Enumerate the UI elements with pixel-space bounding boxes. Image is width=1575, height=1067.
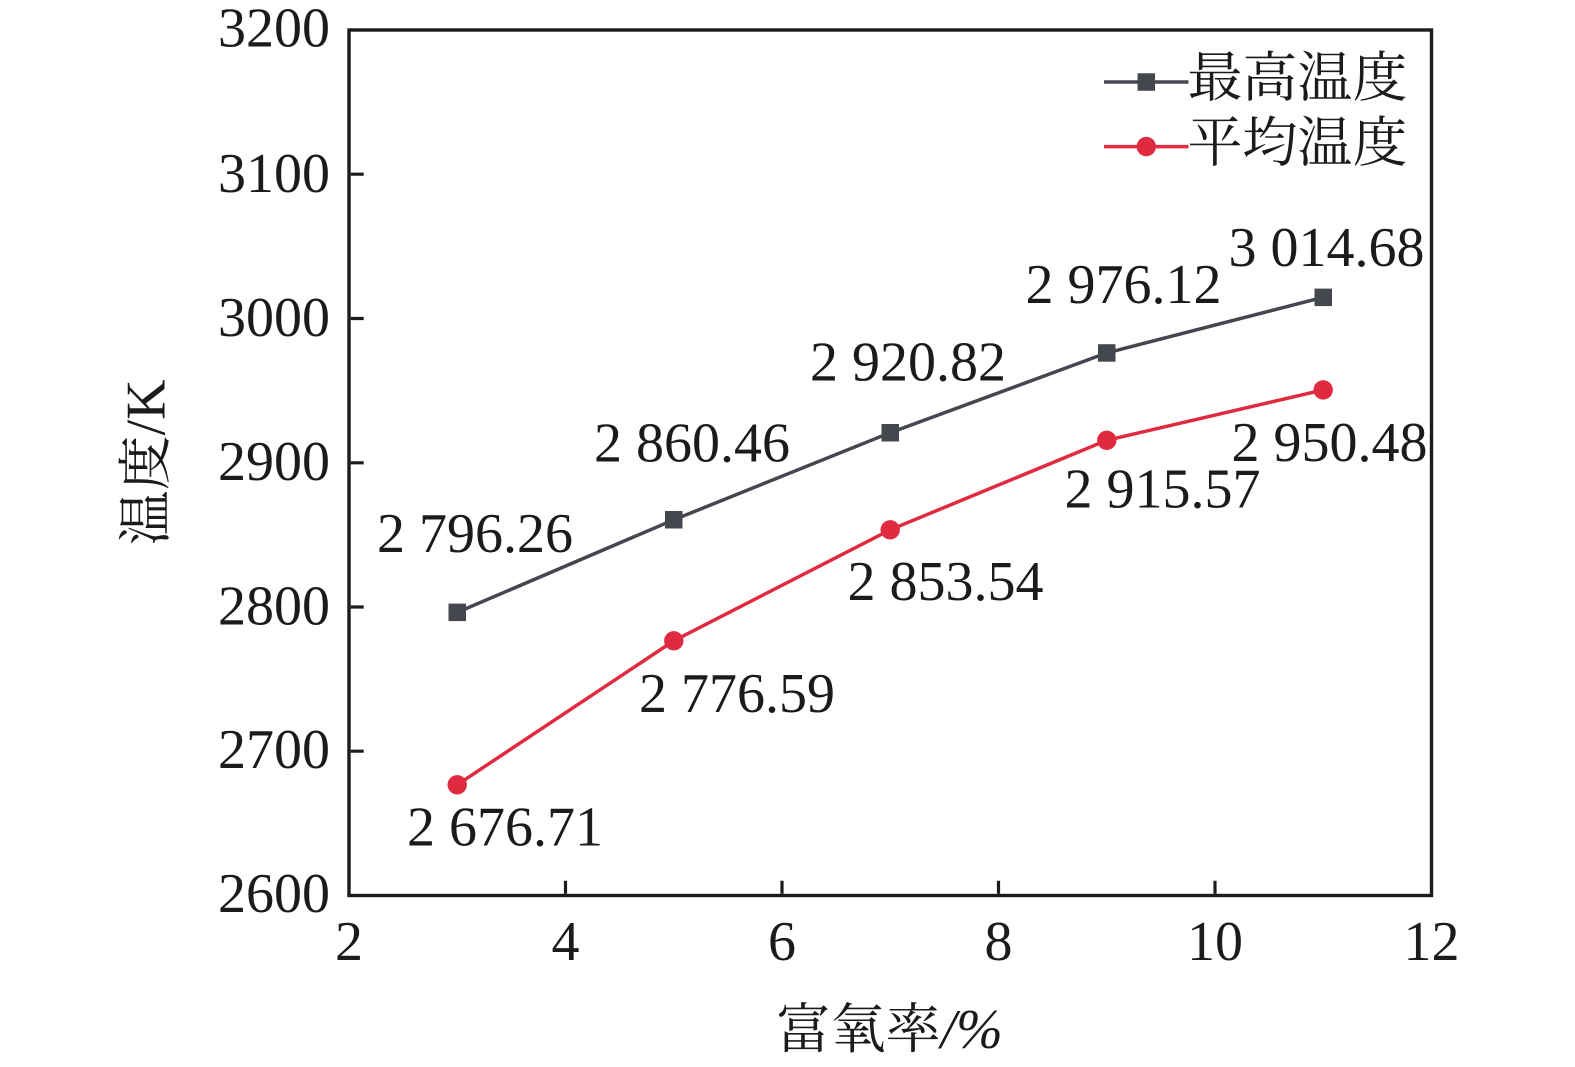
svg-text:2 776.59: 2 776.59 [639,663,835,725]
svg-text:2 853.54: 2 853.54 [848,551,1044,613]
svg-text:2700: 2700 [218,719,330,781]
svg-text:2 676.71: 2 676.71 [407,797,603,859]
svg-text:3200: 3200 [218,0,330,60]
svg-text:3100: 3100 [218,143,330,205]
svg-text:3000: 3000 [218,287,330,349]
svg-text:6: 6 [768,911,796,973]
svg-text:2800: 2800 [218,576,330,638]
svg-text:2: 2 [335,911,363,973]
svg-text:2900: 2900 [218,431,330,493]
svg-text:/%: /% [938,999,1003,1061]
svg-text:2 976.12: 2 976.12 [1026,254,1222,316]
svg-text:2 915.57: 2 915.57 [1065,459,1261,521]
svg-text:8: 8 [985,911,1013,973]
svg-text:2 860.46: 2 860.46 [594,413,790,475]
svg-text:2600: 2600 [218,863,330,925]
svg-text:3 014.68: 3 014.68 [1229,217,1425,279]
svg-text:4: 4 [552,911,580,973]
svg-text:12: 12 [1404,911,1460,973]
svg-text:2 796.26: 2 796.26 [377,503,573,565]
svg-text:2 920.82: 2 920.82 [810,332,1006,394]
svg-text:10: 10 [1187,911,1243,973]
svg-text:2 950.48: 2 950.48 [1232,412,1428,474]
svg-text:/K: /K [116,379,178,435]
